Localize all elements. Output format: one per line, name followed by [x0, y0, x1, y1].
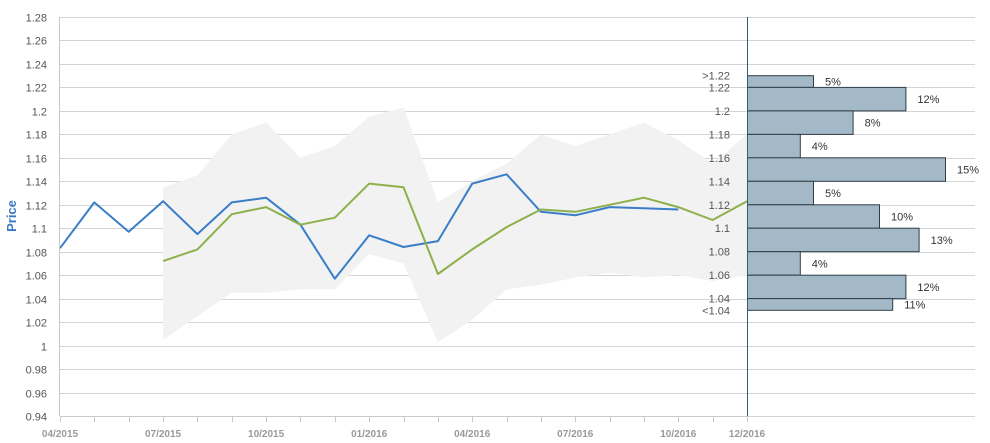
- histogram-percent-label: 4%: [812, 258, 828, 270]
- histogram-percent-label: 12%: [917, 94, 939, 106]
- histogram-bin-label: 1.12: [709, 200, 730, 212]
- histogram-bar: [747, 75, 814, 88]
- y-tick-label: 1.02: [26, 318, 47, 330]
- histogram-bar: [747, 204, 880, 229]
- histogram-bin-label: 1.04: [709, 294, 730, 306]
- forecast-price-line: [162, 182, 748, 275]
- histogram-percent-label: 10%: [891, 212, 913, 224]
- x-tick-label: 07/2015: [145, 429, 182, 440]
- y-tick-label: 1: [41, 342, 47, 354]
- histogram-bar: [747, 180, 814, 206]
- x-tick-label: 10/2016: [660, 429, 697, 440]
- histogram-percent-label: 11%: [904, 300, 925, 312]
- x-tick-label: 04/2016: [454, 429, 491, 440]
- y-tick-label: 1.2: [32, 107, 47, 119]
- series-layer: [59, 173, 748, 280]
- y-tick-label: 1.22: [26, 83, 47, 95]
- y-tick-label: 1.24: [26, 60, 47, 72]
- y-tick-label: 1.18: [26, 130, 47, 142]
- y-tick-label: 1.08: [26, 248, 47, 260]
- x-tick-label: 12/2016: [729, 429, 766, 440]
- histogram-bin-label: 1.18: [709, 129, 730, 141]
- x-tick-label: 07/2016: [557, 429, 594, 440]
- histogram-bar: [747, 86, 907, 112]
- histogram-bar: [747, 274, 907, 300]
- histogram-bin-label: >1.22: [702, 71, 730, 83]
- y-tick-label: 1.16: [26, 154, 47, 166]
- y-tick-label: 1.06: [26, 271, 47, 283]
- histogram-percent-label: 8%: [865, 118, 881, 130]
- y-tick-label: 1.26: [26, 36, 47, 48]
- y-tick-label: 1.12: [26, 201, 47, 213]
- y-axis-label: Price: [4, 200, 19, 232]
- y-tick-label: 1.1: [32, 224, 47, 236]
- x-tick-label: 10/2015: [248, 429, 285, 440]
- x-tick-label: 01/2016: [351, 429, 388, 440]
- histogram-bin-label: 1.1: [715, 223, 730, 235]
- histogram-percent-label: 4%: [812, 141, 828, 153]
- histogram-percent-label: 15%: [957, 165, 979, 177]
- histogram-percent-label: 5%: [825, 77, 841, 89]
- histogram-bar: [747, 298, 894, 311]
- confidence-band-layer: [163, 107, 748, 343]
- histogram-bar: [747, 157, 946, 182]
- histogram-bin-label: 1.14: [709, 176, 730, 188]
- y-tick-label: 0.98: [26, 365, 47, 377]
- y-tick-label: 1.04: [26, 295, 47, 307]
- histogram-bar: [747, 133, 801, 159]
- histogram-bin-label: 1.16: [709, 153, 730, 165]
- histogram-percent-label: 12%: [917, 282, 939, 294]
- x-tick-label: 04/2015: [42, 429, 79, 440]
- y-tick-label: 1.28: [26, 13, 47, 25]
- histogram-bin-label: 1.08: [709, 247, 730, 259]
- y-tick-label: 0.96: [26, 389, 47, 401]
- histogram-percent-label: 13%: [931, 235, 953, 247]
- histogram-bar: [747, 251, 801, 276]
- y-tick-label: 1.14: [26, 177, 47, 189]
- histogram-bin-label: 1.2: [715, 106, 730, 118]
- histogram-percent-label: 5%: [825, 188, 841, 200]
- histogram-bar: [747, 227, 920, 253]
- histogram-layer: 5% 12% 8% 4% 15% 5% 10% 13% 4% 12% 11% >1.221.22 1.2…: [702, 71, 979, 318]
- histogram-bar: [747, 110, 854, 135]
- axis-layer: 0.94 0.96 0.98 1 1.02 1.04 1.06 1.08 1.1 1.12 1.14…: [26, 13, 766, 441]
- confidence-band: [163, 107, 748, 343]
- histogram-bin-label: <1.04: [702, 305, 730, 317]
- actual-price-line: [59, 173, 679, 280]
- y-tick-label: 0.94: [26, 412, 47, 424]
- histogram-bin-label: 1.06: [709, 270, 730, 282]
- histogram-bin-label: 1.22: [709, 82, 730, 94]
